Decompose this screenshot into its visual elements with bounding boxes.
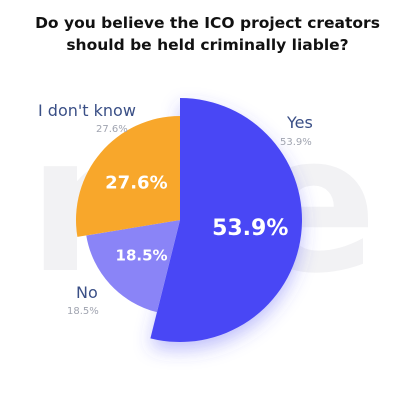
label-dont-know: I don't know — [38, 101, 136, 120]
chart-title-line-2: should be held criminally liable? — [66, 36, 349, 54]
label-no-pct: 18.5% — [67, 306, 99, 317]
label-no: No — [76, 283, 98, 302]
label-dont-know-pct: 27.6% — [96, 124, 128, 135]
pie-slice-no — [86, 220, 180, 313]
label-yes: Yes — [287, 113, 313, 132]
label-yes-pct: 53.9% — [280, 137, 312, 148]
chart-title-line-1: Do you believe the ICO project creators — [35, 14, 380, 32]
slice-value-label-1: 18.5% — [116, 246, 168, 264]
pie-slice-yes — [150, 98, 303, 342]
chart-title: Do you believe the ICO project creators … — [0, 12, 415, 56]
slice-value-label-2: 27.6% — [105, 172, 167, 193]
slice-value-label-0: 53.9% — [212, 216, 288, 241]
pie-slice-i-don-t-know — [75, 116, 180, 237]
